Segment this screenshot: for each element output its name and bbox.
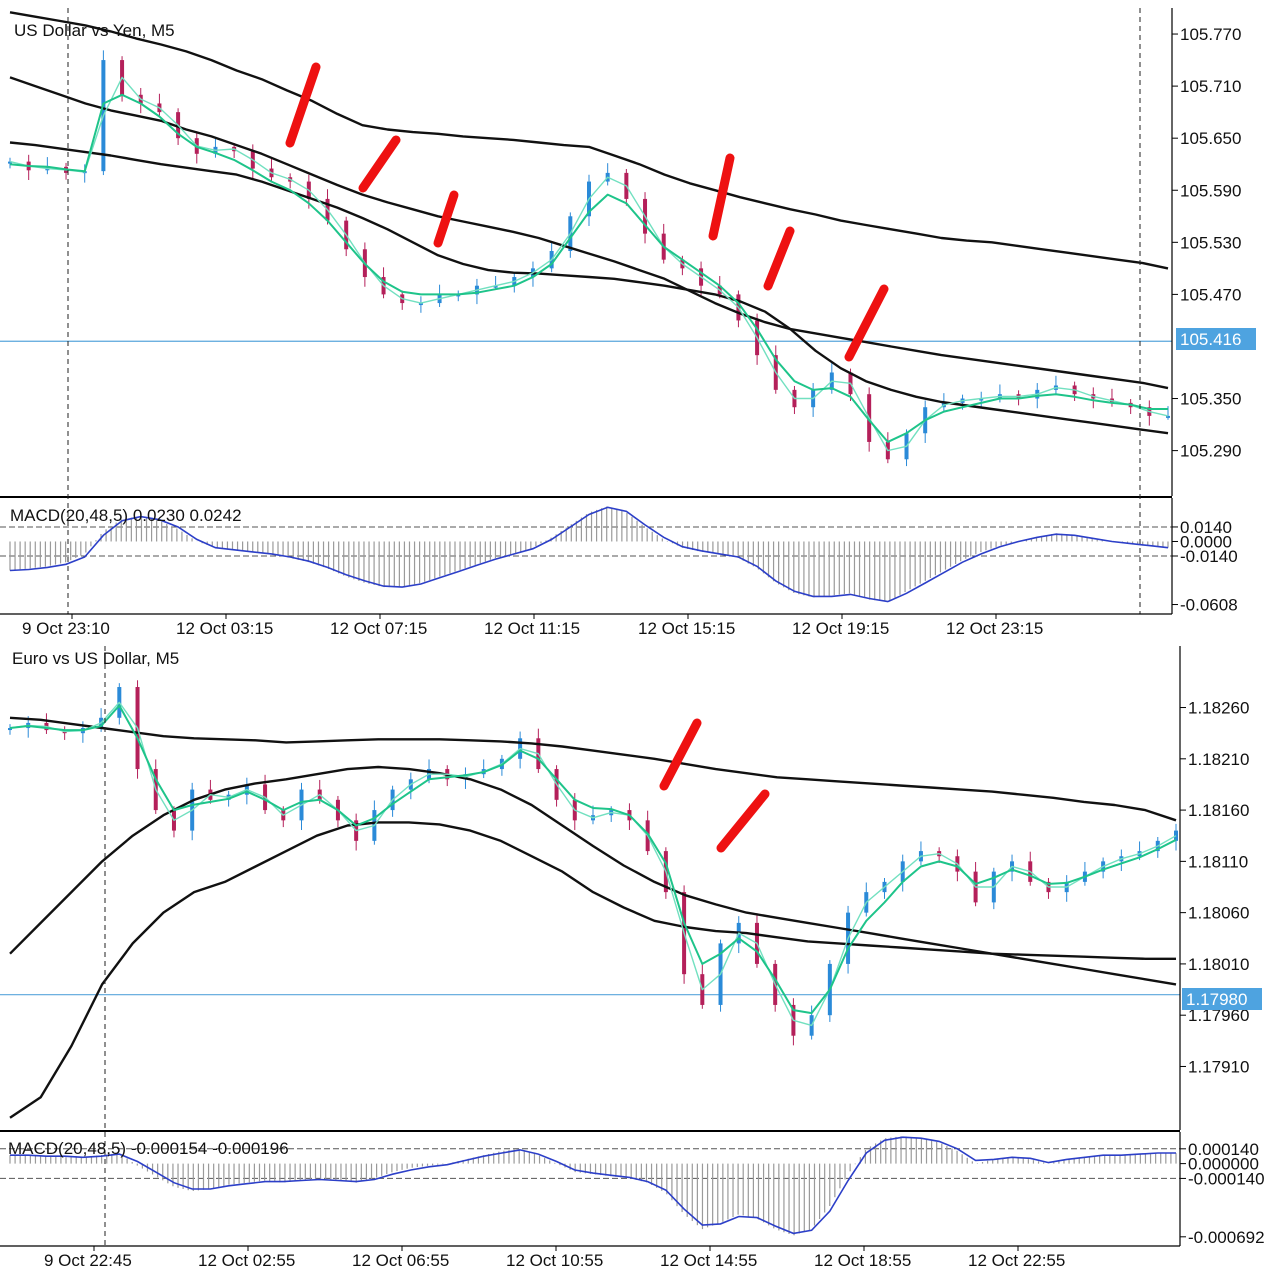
time-tick-label: 12 Oct 15:15 (638, 619, 735, 638)
time-tick-label: 12 Oct 22:55 (968, 1251, 1065, 1270)
usdjpy-chart-title: US Dollar vs Yen, M5 (14, 21, 175, 40)
candle-body (8, 728, 12, 731)
macd-tick-label: 0.0000 (1180, 532, 1232, 551)
moving-average-ma-slow-low (9, 821, 1176, 1119)
annotation-stroke (358, 135, 401, 193)
eurusd-chart-title: Euro vs US Dollar, M5 (12, 649, 179, 668)
time-tick-label: 12 Oct 14:55 (660, 1251, 757, 1270)
macd-tick-label: -0.000140 (1188, 1169, 1265, 1188)
moving-average-fast-secondary (9, 701, 1177, 1027)
macd-tick-label: 0.0140 (1180, 518, 1232, 537)
usdjpy-bid-badge-box (1176, 328, 1256, 350)
price-tick-label: 105.290 (1180, 442, 1241, 461)
price-tick-label: 1.17960 (1188, 1006, 1249, 1025)
eurusd-macd-title: MACD(20,48,5) -0.000154 -0.000196 (8, 1139, 289, 1158)
time-tick-label: 12 Oct 11:15 (484, 619, 580, 638)
time-tick-label: 12 Oct 06:55 (352, 1251, 449, 1270)
price-tick-label: 1.18260 (1188, 699, 1249, 718)
time-tick-label: 12 Oct 07:15 (330, 619, 427, 638)
annotation-stroke (433, 190, 459, 248)
price-tick-label: 105.470 (1180, 285, 1241, 304)
annotation-stroke (763, 226, 795, 291)
usdjpy-plot (0, 11, 1172, 467)
time-tick-label: 9 Oct 22:45 (44, 1251, 132, 1270)
time-tick-label: 12 Oct 19:15 (792, 619, 889, 638)
price-tick-label: 1.18110 (1188, 852, 1248, 871)
moving-average-fast (9, 93, 1168, 443)
price-tick-label: 105.710 (1180, 77, 1241, 96)
macd-signal-line (9, 506, 1169, 603)
candle-body (1166, 415, 1170, 418)
annotation-stroke (716, 789, 770, 853)
macd-tick-label: 0.000140 (1188, 1140, 1259, 1159)
eurusd-time-tick-labels: 9 Oct 22:45 12 Oct 02:55 12 Oct 06:55 12 Oc… (44, 1246, 1065, 1270)
macd-tick-label: -0.0140 (1180, 547, 1238, 566)
price-tick-label: 105.350 (1180, 390, 1241, 409)
time-tick-label: 12 Oct 23:15 (946, 619, 1043, 638)
price-tick-label: 1.18160 (1188, 801, 1249, 820)
moving-average-ma-slow-low (9, 141, 1169, 435)
time-tick-label: 12 Oct 10:55 (506, 1251, 603, 1270)
time-tick-label: 12 Oct 03:15 (176, 619, 273, 638)
candle-body (493, 285, 498, 288)
annotation-stroke (708, 153, 735, 241)
usdjpy-bid-badge: 105.416 (1176, 328, 1256, 350)
annotation-stroke (844, 284, 889, 362)
moving-average-fast-secondary (9, 76, 1169, 452)
moving-average-ma-slow-top (9, 716, 1177, 822)
candle-body (418, 303, 423, 306)
usdjpy-ticks: 105.770 105.710 105.650 105.590 105.530 105.4… (1172, 25, 1241, 461)
eurusd-macd-plot (0, 1136, 1180, 1236)
moving-average-fast (9, 704, 1177, 1015)
price-tick-label: 1.18210 (1188, 750, 1249, 769)
price-tick-label: 105.770 (1180, 25, 1241, 44)
moving-average-ma-slow-mid (9, 76, 1169, 390)
macd-tick-label: 0.000000 (1188, 1155, 1259, 1174)
time-tick-label: 12 Oct 02:55 (198, 1251, 295, 1270)
candle-body (979, 398, 984, 401)
price-tick-label: 1.18010 (1188, 955, 1249, 974)
usdjpy-macd-title: MACD(20,48,5) 0.0230 0.0242 (10, 506, 242, 525)
eurusd-bid-price: 1.17980 (1186, 990, 1247, 1009)
eurusd-price-panel[interactable]: 1.18260 1.18210 1.18160 1.18110 1.18060 1.180… (0, 646, 1262, 1246)
eurusd-bid-badge-box (1182, 988, 1262, 1010)
eurusd-ticks: 1.18260 1.18210 1.18160 1.18110 1.18060 1.180… (1180, 699, 1249, 1076)
eurusd-plot (0, 680, 1180, 1119)
price-tick-label: 105.590 (1180, 181, 1241, 200)
time-tick-label: 12 Oct 18:55 (814, 1251, 911, 1270)
eurusd-hand-drawn-marks (659, 718, 770, 853)
candle-body (8, 161, 12, 164)
moving-average-ma-slow-top (9, 11, 1169, 270)
time-tick-label: 9 Oct 23:10 (22, 619, 110, 638)
macd-tick-label: -0.000692 (1188, 1228, 1265, 1247)
usdjpy-hand-drawn-marks (285, 62, 889, 362)
price-tick-label: 1.17910 (1188, 1057, 1249, 1076)
price-tick-label: 1.18060 (1188, 904, 1249, 923)
annotation-stroke (659, 718, 702, 791)
annotation-stroke (285, 62, 321, 148)
usdjpy-price-panel[interactable]: 105.770 105.710 105.650 105.590 105.530 105.4… (0, 8, 1256, 614)
usdjpy-bid-price: 105.416 (1180, 330, 1241, 349)
price-tick-label: 105.530 (1180, 233, 1241, 252)
eurusd-bid-badge: 1.17980 (1182, 988, 1262, 1010)
macd-signal-line (10, 1136, 1176, 1235)
usdjpy-time-tick-labels: 9 Oct 23:10 12 Oct 03:15 12 Oct 07:15 12 Oc… (22, 614, 1043, 638)
price-tick-label: 105.650 (1180, 129, 1241, 148)
macd-tick-label: -0.0608 (1180, 596, 1238, 615)
usdjpy-macd-plot (0, 506, 1172, 603)
